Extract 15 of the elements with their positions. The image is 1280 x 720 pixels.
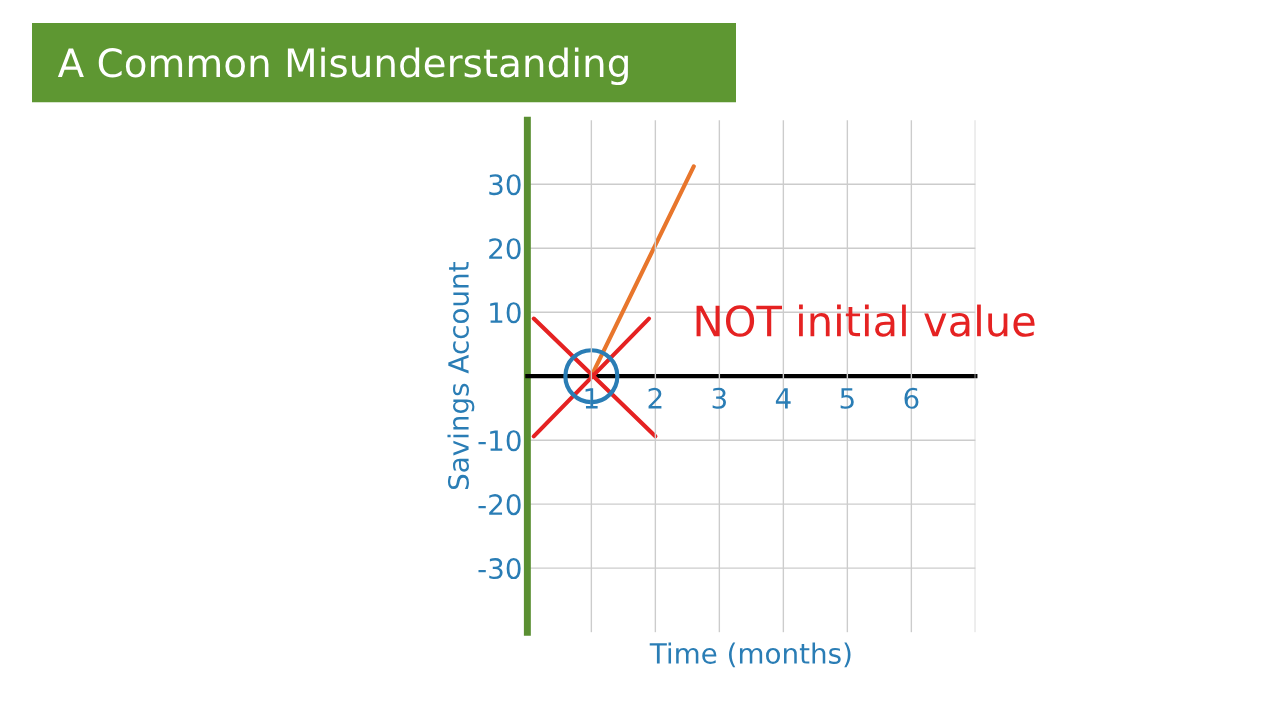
y-tick-label: -10	[478, 430, 521, 452]
y-tick-label: 10	[490, 302, 521, 324]
y-tick-label: -20	[478, 494, 521, 516]
x-tick-label: 2	[648, 387, 662, 409]
y-tick-label: 30	[489, 174, 521, 196]
x-axis-title: Time (months)	[649, 642, 851, 668]
y-tick-label: -30	[478, 558, 521, 580]
y-tick-label: 20	[489, 238, 521, 260]
x-tick-label: 6	[904, 387, 919, 409]
y-axis-title: Savings Account	[447, 262, 475, 490]
chart-title: A Common Misunderstanding	[57, 47, 628, 86]
annotation: NOT initial value	[696, 304, 1035, 337]
x-tick-label: 3	[712, 387, 726, 409]
x-tick-label: 4	[775, 388, 791, 409]
x-tick-label: 5	[840, 388, 854, 409]
